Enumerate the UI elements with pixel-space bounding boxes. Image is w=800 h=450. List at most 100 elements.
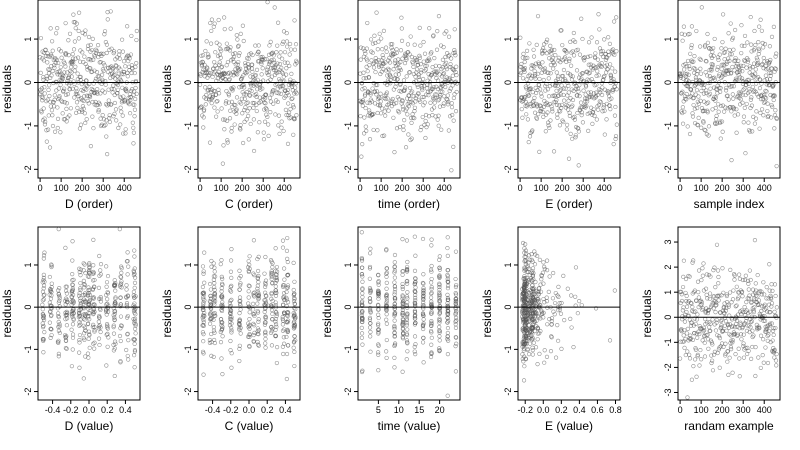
data-point [728, 344, 734, 350]
data-point [256, 280, 261, 285]
data-point [238, 331, 243, 336]
data-point [92, 346, 97, 351]
data-point [236, 59, 241, 65]
data-point [448, 114, 453, 119]
data-point [274, 345, 280, 350]
data-point [70, 288, 75, 293]
data-point [453, 276, 458, 282]
data-point [689, 24, 695, 29]
x-tick-label: 0.0 [243, 405, 256, 415]
data-point [216, 87, 221, 92]
data-point [405, 349, 410, 354]
data-point [429, 285, 434, 290]
data-point [270, 281, 275, 286]
data-point [284, 334, 289, 340]
data-point [550, 106, 555, 112]
data-point [763, 96, 769, 101]
data-point [101, 61, 106, 66]
data-point [550, 93, 555, 98]
data-point [523, 325, 528, 330]
data-point [764, 329, 769, 334]
data-point [202, 280, 207, 285]
data-point [436, 113, 441, 118]
x-tick-label: 400 [757, 183, 772, 193]
data-point [222, 117, 228, 122]
data-point [269, 329, 274, 334]
data-point [360, 295, 365, 300]
data-point [237, 287, 242, 292]
data-point [685, 395, 690, 400]
data-point [758, 97, 764, 102]
data-point [117, 333, 123, 339]
data-point [453, 53, 458, 58]
data-point [292, 295, 297, 301]
data-point [709, 303, 714, 308]
data-point [445, 253, 450, 258]
data-point [133, 331, 138, 336]
y-tick-label: -2 [663, 363, 673, 371]
data-point [47, 54, 52, 59]
data-point [208, 71, 213, 76]
data-point [771, 24, 776, 29]
data-point [437, 298, 443, 303]
data-point [91, 296, 96, 301]
data-point [389, 45, 394, 50]
data-point [387, 73, 392, 78]
data-point [111, 348, 116, 353]
data-point [756, 94, 761, 99]
data-point [104, 322, 110, 327]
data-point [569, 77, 575, 82]
data-point [86, 101, 91, 106]
data-point [77, 350, 82, 355]
data-point [545, 322, 550, 327]
x-axis-label: C (order) [225, 197, 273, 211]
data-point [96, 319, 101, 324]
x-axis-label: E (order) [545, 197, 592, 211]
data-point [524, 112, 529, 117]
data-point [719, 67, 724, 72]
data-point [384, 355, 389, 361]
data-point [750, 328, 755, 333]
data-point [429, 243, 434, 248]
data-point [437, 72, 442, 77]
data-point [715, 64, 720, 70]
data-point [437, 275, 442, 281]
data-point [211, 325, 216, 330]
x-tick-label: 100 [214, 183, 229, 193]
data-point [78, 74, 83, 80]
data-point [454, 283, 459, 288]
data-point [698, 347, 703, 353]
data-point [746, 81, 751, 86]
data-point [532, 262, 538, 267]
data-point [708, 86, 713, 91]
data-point [269, 304, 275, 309]
data-point [710, 62, 716, 67]
data-point [756, 298, 762, 303]
data-point [761, 280, 766, 285]
data-point [131, 308, 137, 313]
data-point [733, 27, 738, 33]
data-point [238, 123, 243, 128]
data-point [217, 60, 222, 65]
y-tick-label: 0 [503, 305, 513, 310]
y-tick-label: 0 [503, 80, 513, 85]
data-point [90, 99, 95, 105]
data-point [45, 97, 50, 102]
data-point [770, 328, 776, 334]
data-point [404, 357, 409, 362]
data-point [392, 318, 397, 323]
data-point [212, 69, 217, 74]
data-point [384, 270, 390, 275]
data-point [740, 92, 745, 97]
x-tick-label: 0.0 [83, 405, 96, 415]
data-point [600, 85, 605, 90]
data-point [522, 250, 527, 255]
data-point [105, 331, 110, 336]
data-point [81, 261, 86, 266]
data-points [677, 237, 779, 400]
data-point [392, 365, 397, 370]
data-point [368, 251, 373, 256]
data-point [590, 110, 596, 115]
data-point [131, 353, 137, 358]
data-point [716, 281, 721, 286]
